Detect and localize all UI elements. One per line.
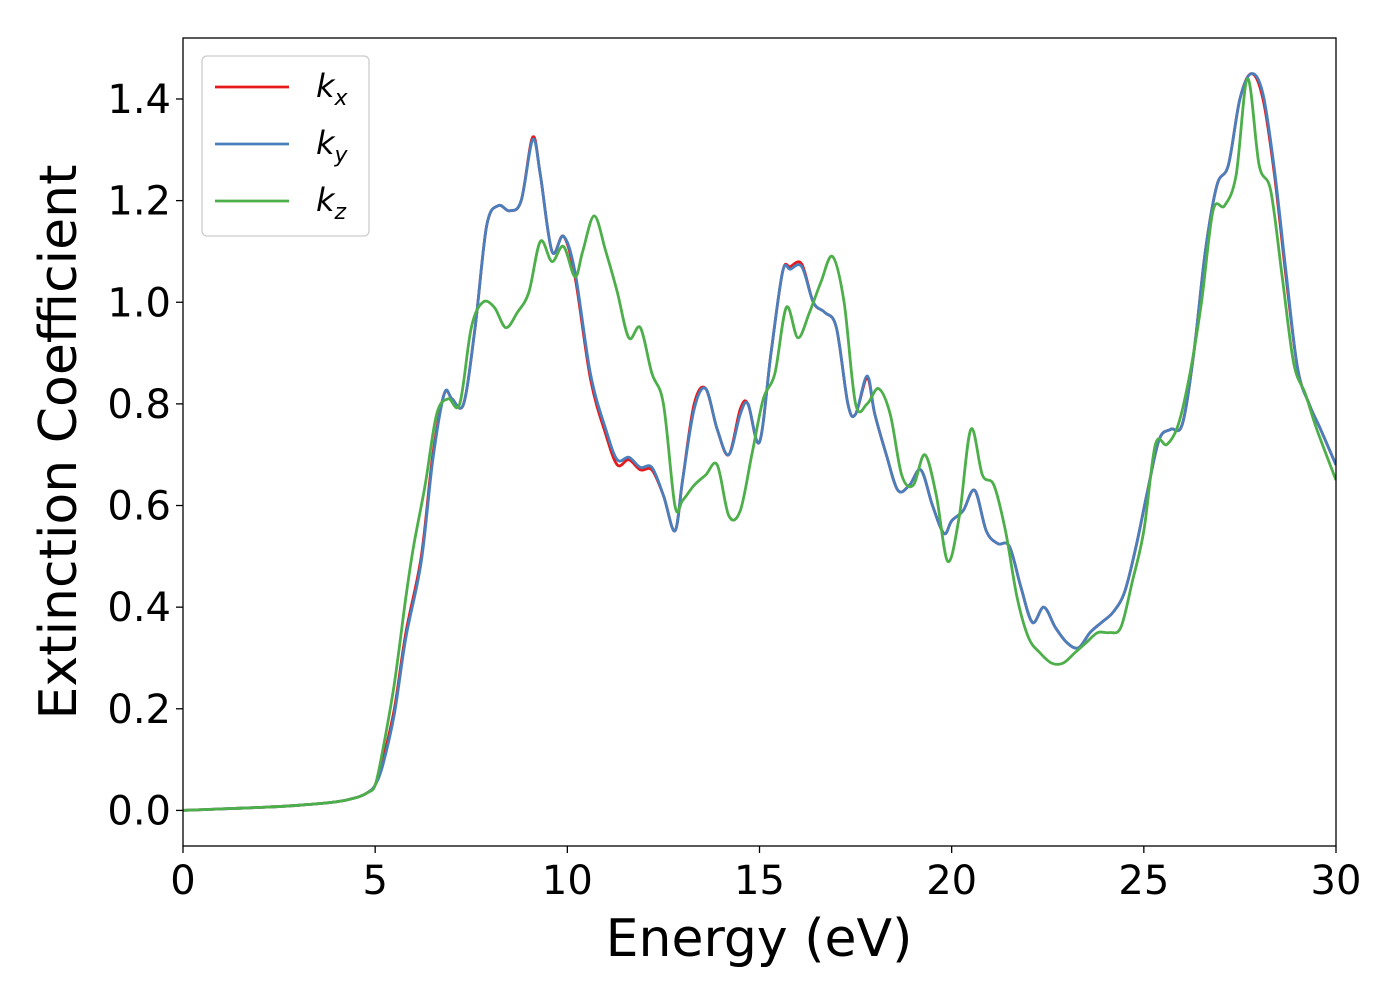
x-tick-label: 10 xyxy=(542,858,593,904)
y-tick-label: 0.4 xyxy=(107,585,171,631)
series-line-z xyxy=(183,77,1336,812)
x-tick-label: 5 xyxy=(362,858,387,904)
y-tick-label: 1.4 xyxy=(107,77,171,123)
legend-label-x: kx xyxy=(316,67,349,111)
x-tick-label: 25 xyxy=(1118,858,1169,904)
y-tick-label: 0.8 xyxy=(107,382,171,428)
x-axis-label: Energy (eV) xyxy=(606,909,913,969)
x-axis-ticks: 0 5 10 15 20 25 30 xyxy=(170,846,1361,904)
y-tick-label: 0.2 xyxy=(107,687,171,733)
legend-box xyxy=(201,55,370,237)
series-line-y xyxy=(183,72,1336,812)
y-axis-label: Extinction Coefficient xyxy=(29,165,89,720)
x-tick-label: 15 xyxy=(734,858,785,904)
x-tick-label: 20 xyxy=(926,858,977,904)
y-tick-label: 0.0 xyxy=(107,788,171,834)
y-tick-label: 1.2 xyxy=(107,179,171,225)
y-tick-label: 0.6 xyxy=(107,484,171,530)
y-axis-ticks: 0.0 0.2 0.4 0.6 0.8 1.0 1.2 1.4 xyxy=(107,77,183,834)
x-tick-label: 0 xyxy=(170,858,195,904)
legend-label-z: kz xyxy=(316,181,347,225)
legend: kx ky kz xyxy=(201,55,370,237)
legend-label-y: ky xyxy=(316,124,349,168)
y-tick-label: 1.0 xyxy=(107,280,171,326)
x-tick-label: 30 xyxy=(1311,858,1362,904)
plot-lines xyxy=(183,72,1336,812)
